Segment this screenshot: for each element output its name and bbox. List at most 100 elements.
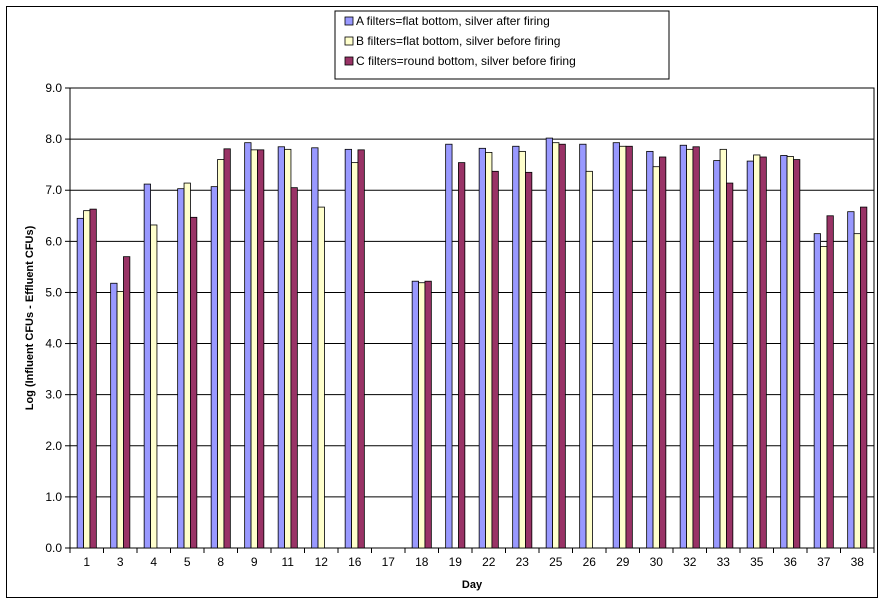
- bar-a-day-19: [445, 143, 453, 549]
- legend-swatch-c: [344, 56, 354, 66]
- plot-area: [69, 87, 875, 549]
- x-tick-label: 26: [583, 555, 597, 569]
- bar-a-day-18: [411, 280, 419, 549]
- bar-c-day-18: [424, 280, 432, 549]
- bar-c-day-22: [491, 170, 499, 549]
- bar-a-day-22: [478, 147, 486, 549]
- x-tick-label: 33: [717, 555, 731, 569]
- bar-b-day-33: [719, 148, 727, 549]
- bar-a-day-3: [110, 282, 118, 549]
- bar-b-day-4: [150, 224, 158, 549]
- bar-c-day-16: [357, 149, 365, 549]
- bar-c-day-11: [290, 187, 298, 549]
- bar-a-day-1: [76, 217, 84, 549]
- x-tick-label: 12: [315, 555, 329, 569]
- bar-c-day-35: [759, 156, 767, 549]
- legend-label-c: C filters=round bottom, silver before fi…: [356, 54, 576, 68]
- y-tick-label: 2.0: [45, 439, 62, 453]
- x-tick-label: 11: [282, 555, 295, 569]
- bar-b-day-18: [418, 282, 426, 549]
- legend-label-a: A filters=flat bottom, silver after firi…: [356, 14, 550, 28]
- y-tick-label: 9.0: [45, 81, 62, 95]
- bar-a-day-16: [344, 148, 352, 549]
- x-tick-label: 18: [415, 555, 429, 569]
- bar-c-day-33: [726, 182, 734, 549]
- bar-chart: 0.0 1.0 2.0 3.0 4.0 5.0 6.0 7.0 8.0 9.0 1 3 4 5 8 9 11 12…: [24, 10, 875, 591]
- x-tick-label: 16: [348, 555, 362, 569]
- legend-swatch-a: [344, 16, 354, 26]
- bar-b-day-9: [250, 149, 258, 549]
- x-tick-label: 36: [784, 555, 798, 569]
- bar-a-day-33: [713, 160, 721, 549]
- bar-a-day-35: [746, 160, 754, 549]
- y-tick-label: 8.0: [45, 132, 62, 146]
- x-tick-label: 22: [482, 555, 496, 569]
- bar-c-day-23: [525, 171, 533, 549]
- bar-b-day-29: [619, 145, 627, 549]
- x-axis-title: Day: [462, 579, 483, 591]
- bar-c-day-25: [558, 143, 566, 549]
- bar-c-day-32: [692, 146, 700, 549]
- x-tick-label: 1: [83, 555, 90, 569]
- bar-a-day-4: [143, 183, 151, 549]
- bars: [76, 137, 868, 549]
- legend-label-b: B filters=flat bottom, silver before fir…: [356, 34, 560, 48]
- bar-c-day-38: [860, 206, 868, 549]
- bar-c-day-37: [826, 215, 834, 549]
- x-tick-label: 32: [683, 555, 697, 569]
- gridlines: [70, 87, 874, 498]
- bar-a-day-30: [646, 150, 654, 549]
- bar-a-day-11: [277, 146, 285, 549]
- x-tick-label: 23: [516, 555, 530, 569]
- y-tick-label: 1.0: [45, 490, 62, 504]
- bar-b-day-8: [217, 159, 225, 549]
- bar-a-day-36: [780, 155, 788, 549]
- bar-a-day-25: [545, 137, 553, 549]
- bar-b-day-11: [284, 148, 292, 549]
- x-tick-label: 29: [616, 555, 630, 569]
- x-tick-label: 37: [817, 555, 831, 569]
- bar-a-day-12: [311, 147, 319, 549]
- x-tick-label: 17: [382, 555, 396, 569]
- bar-b-day-16: [351, 162, 359, 549]
- bar-a-day-9: [244, 142, 252, 549]
- y-axis-title: Log (Influent CFUs - Effluent CFUs): [24, 225, 36, 410]
- y-tick-label: 5.0: [45, 285, 62, 299]
- x-tick-label: 4: [150, 555, 157, 569]
- bar-b-day-3: [116, 291, 124, 549]
- bar-b-day-38: [853, 233, 861, 549]
- x-tick-label: 38: [851, 555, 865, 569]
- x-tick-label: 25: [549, 555, 563, 569]
- bar-b-day-37: [820, 246, 828, 549]
- bar-a-day-38: [847, 211, 855, 549]
- bar-b-day-35: [753, 154, 761, 549]
- y-tick-label: 0.0: [45, 541, 62, 555]
- bar-b-day-5: [183, 182, 191, 549]
- x-tick-label: 9: [251, 555, 258, 569]
- bar-a-day-5: [177, 188, 185, 549]
- bar-b-day-23: [518, 150, 526, 549]
- x-tick-label: 8: [217, 555, 224, 569]
- y-tick-label: 4.0: [45, 337, 62, 351]
- x-tick-label: 19: [449, 555, 463, 569]
- bar-a-day-26: [579, 143, 587, 549]
- legend-swatch-b: [344, 36, 354, 46]
- bar-a-day-29: [612, 142, 620, 549]
- chart-frame: 0.0 1.0 2.0 3.0 4.0 5.0 6.0 7.0 8.0 9.0 1 3 4 5 8 9 11 12…: [6, 6, 878, 598]
- x-tick-label: 3: [117, 555, 124, 569]
- bar-a-day-37: [813, 233, 821, 549]
- bar-c-day-1: [89, 208, 97, 549]
- x-tick-label: 5: [184, 555, 191, 569]
- bar-b-day-25: [552, 142, 560, 549]
- x-tick-label: 30: [650, 555, 664, 569]
- bar-b-day-22: [485, 151, 493, 549]
- bar-c-day-9: [257, 149, 265, 549]
- bar-c-day-19: [458, 162, 466, 549]
- bar-c-day-3: [123, 256, 131, 549]
- bar-a-day-8: [210, 186, 218, 549]
- bar-c-day-36: [793, 159, 801, 549]
- bar-b-day-32: [686, 148, 694, 549]
- bar-c-day-30: [659, 156, 667, 549]
- bar-b-day-26: [585, 170, 593, 549]
- y-tick-label: 7.0: [45, 183, 62, 197]
